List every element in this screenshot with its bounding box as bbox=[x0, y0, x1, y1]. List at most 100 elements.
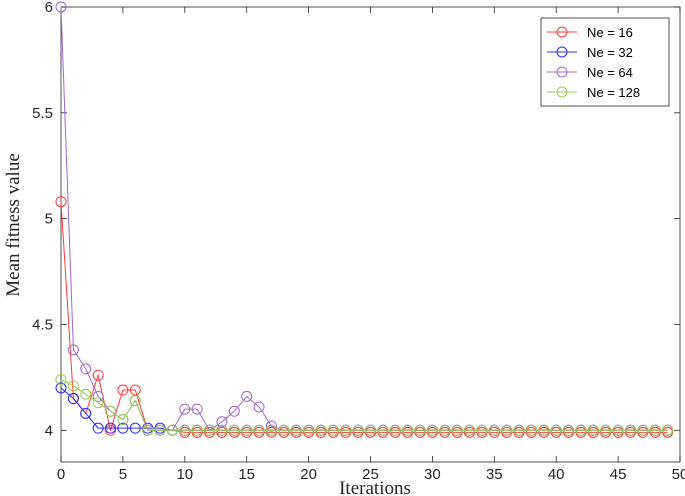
data-point bbox=[624, 424, 636, 436]
data-point bbox=[55, 1, 67, 13]
data-point bbox=[67, 380, 79, 392]
data-point bbox=[352, 424, 364, 436]
data-point bbox=[67, 344, 79, 356]
data-point bbox=[80, 363, 92, 375]
data-point bbox=[92, 422, 104, 434]
data-point bbox=[513, 424, 525, 436]
data-point bbox=[538, 424, 550, 436]
data-point bbox=[154, 424, 166, 436]
data-point bbox=[80, 388, 92, 400]
x-tick-label: 40 bbox=[548, 466, 565, 483]
y-tick-label: 5 bbox=[45, 211, 53, 228]
data-point bbox=[550, 424, 562, 436]
data-point bbox=[451, 424, 463, 436]
data-point bbox=[105, 405, 117, 417]
data-point bbox=[439, 424, 451, 436]
x-tick-label: 0 bbox=[57, 466, 65, 483]
data-point bbox=[464, 424, 476, 436]
data-point bbox=[253, 424, 265, 436]
data-point bbox=[662, 424, 674, 436]
data-point bbox=[265, 420, 277, 432]
data-point bbox=[575, 424, 587, 436]
data-point bbox=[402, 424, 414, 436]
series-line bbox=[60, 201, 668, 433]
data-point bbox=[117, 422, 129, 434]
legend-label: Ne = 16 bbox=[587, 25, 633, 40]
data-point bbox=[290, 424, 302, 436]
data-point bbox=[129, 395, 141, 407]
x-tick-label: 15 bbox=[238, 466, 255, 483]
legend-swatch-marker bbox=[556, 26, 568, 38]
data-point bbox=[179, 424, 191, 436]
data-point bbox=[80, 407, 92, 419]
x-tick-label: 10 bbox=[176, 466, 193, 483]
x-tick-label: 45 bbox=[610, 466, 627, 483]
data-point bbox=[265, 424, 277, 436]
data-point bbox=[278, 424, 290, 436]
data-point bbox=[228, 405, 240, 417]
data-point bbox=[105, 422, 117, 434]
data-point bbox=[476, 424, 488, 436]
data-point bbox=[649, 424, 661, 436]
data-point bbox=[204, 424, 216, 436]
data-point bbox=[92, 397, 104, 409]
legend-swatch-marker bbox=[556, 86, 568, 98]
x-tick-label: 35 bbox=[486, 466, 503, 483]
series-layer bbox=[55, 1, 674, 438]
legend-swatch-marker bbox=[556, 66, 568, 78]
data-point bbox=[303, 424, 315, 436]
data-point bbox=[55, 196, 67, 208]
data-point bbox=[241, 424, 253, 436]
legend-swatch-marker bbox=[556, 46, 568, 58]
y-axis: 4 4.5 5 5.5 6 bbox=[32, 0, 680, 439]
data-point bbox=[228, 424, 240, 436]
data-point bbox=[501, 424, 513, 436]
data-point bbox=[216, 424, 228, 436]
data-point bbox=[389, 424, 401, 436]
legend-label: Ne = 64 bbox=[587, 65, 633, 80]
y-tick-label: 4.5 bbox=[32, 316, 53, 333]
data-point bbox=[55, 373, 67, 385]
series-0 bbox=[55, 196, 674, 438]
data-point bbox=[488, 424, 500, 436]
data-point bbox=[129, 384, 141, 396]
data-point bbox=[253, 401, 265, 413]
data-point bbox=[637, 424, 649, 436]
data-point bbox=[67, 393, 79, 405]
x-axis-title: Iterations bbox=[339, 478, 411, 496]
data-point bbox=[179, 403, 191, 415]
data-point bbox=[191, 424, 203, 436]
data-point bbox=[414, 424, 426, 436]
x-tick-label: 5 bbox=[119, 466, 127, 483]
y-axis-title: Mean fitness value bbox=[3, 153, 24, 297]
data-point bbox=[340, 424, 352, 436]
legend-label: Ne = 128 bbox=[587, 85, 640, 100]
data-point bbox=[142, 424, 154, 436]
legend-label: Ne = 32 bbox=[587, 45, 633, 60]
data-point bbox=[129, 422, 141, 434]
data-point bbox=[117, 414, 129, 426]
data-point bbox=[191, 403, 203, 415]
data-point bbox=[55, 382, 67, 394]
y-tick-label: 6 bbox=[45, 0, 53, 16]
x-tick-label: 30 bbox=[424, 466, 441, 483]
data-point bbox=[327, 424, 339, 436]
data-point bbox=[587, 424, 599, 436]
legend-box bbox=[540, 17, 670, 107]
data-point bbox=[525, 424, 537, 436]
x-tick-label: 50 bbox=[672, 466, 685, 483]
x-tick-label: 20 bbox=[300, 466, 317, 483]
series-line bbox=[60, 379, 668, 431]
data-point bbox=[166, 424, 178, 436]
y-tick-label: 5.5 bbox=[32, 105, 53, 122]
data-point bbox=[377, 424, 389, 436]
data-point bbox=[315, 424, 327, 436]
data-point bbox=[92, 369, 104, 381]
series-line bbox=[60, 387, 668, 431]
data-point bbox=[92, 390, 104, 402]
data-point bbox=[216, 416, 228, 428]
legend: Ne = 16 Ne = 32 Ne = 64 Ne = 128 bbox=[540, 17, 670, 107]
x-tick-label: 25 bbox=[362, 466, 379, 483]
y-tick-label: 4 bbox=[45, 422, 53, 439]
